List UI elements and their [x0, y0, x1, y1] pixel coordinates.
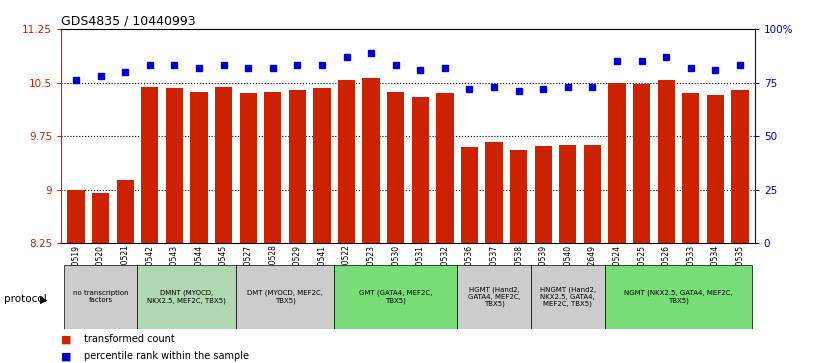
- Text: GDS4835 / 10440993: GDS4835 / 10440993: [61, 15, 196, 28]
- Bar: [534, 146, 552, 243]
- Bar: [559, 146, 576, 243]
- Text: GMT (GATA4, MEF2C,
TBX5): GMT (GATA4, MEF2C, TBX5): [359, 290, 432, 304]
- Bar: [236, 265, 335, 329]
- Bar: [682, 93, 699, 243]
- Bar: [166, 88, 183, 243]
- Bar: [190, 92, 207, 243]
- Text: percentile rank within the sample: percentile rank within the sample: [84, 351, 249, 362]
- Bar: [707, 95, 724, 243]
- Bar: [461, 147, 478, 243]
- Bar: [531, 265, 605, 329]
- Text: ■: ■: [61, 334, 72, 344]
- Bar: [605, 265, 752, 329]
- Text: HNGMT (Hand2,
NKX2.5, GATA4,
MEF2C, TBX5): HNGMT (Hand2, NKX2.5, GATA4, MEF2C, TBX5…: [540, 286, 596, 307]
- Text: ▶: ▶: [40, 294, 47, 305]
- Bar: [457, 265, 531, 329]
- Bar: [437, 93, 454, 243]
- Bar: [633, 84, 650, 243]
- Bar: [362, 78, 379, 243]
- Bar: [510, 150, 527, 243]
- Bar: [64, 265, 137, 329]
- Bar: [658, 80, 675, 243]
- Bar: [387, 92, 404, 243]
- Text: no transcription
factors: no transcription factors: [73, 290, 128, 303]
- Bar: [412, 97, 429, 243]
- Text: ■: ■: [61, 351, 72, 362]
- Bar: [240, 93, 257, 243]
- Bar: [338, 80, 355, 243]
- Bar: [289, 90, 306, 243]
- Bar: [215, 87, 232, 243]
- Bar: [335, 265, 457, 329]
- Bar: [117, 180, 134, 243]
- Bar: [141, 87, 158, 243]
- Bar: [486, 142, 503, 243]
- Bar: [68, 189, 85, 243]
- Text: NGMT (NKX2.5, GATA4, MEF2C,
TBX5): NGMT (NKX2.5, GATA4, MEF2C, TBX5): [624, 290, 733, 304]
- Bar: [264, 92, 282, 243]
- Bar: [609, 83, 626, 243]
- Text: protocol: protocol: [4, 294, 47, 305]
- Text: transformed count: transformed count: [84, 334, 175, 344]
- Text: DMT (MYOCD, MEF2C,
TBX5): DMT (MYOCD, MEF2C, TBX5): [247, 290, 323, 304]
- Bar: [137, 265, 236, 329]
- Bar: [313, 87, 330, 243]
- Bar: [92, 193, 109, 243]
- Text: DMNT (MYOCD,
NKX2.5, MEF2C, TBX5): DMNT (MYOCD, NKX2.5, MEF2C, TBX5): [147, 290, 226, 304]
- Text: HGMT (Hand2,
GATA4, MEF2C,
TBX5): HGMT (Hand2, GATA4, MEF2C, TBX5): [468, 286, 521, 307]
- Bar: [584, 146, 601, 243]
- Bar: [731, 90, 748, 243]
